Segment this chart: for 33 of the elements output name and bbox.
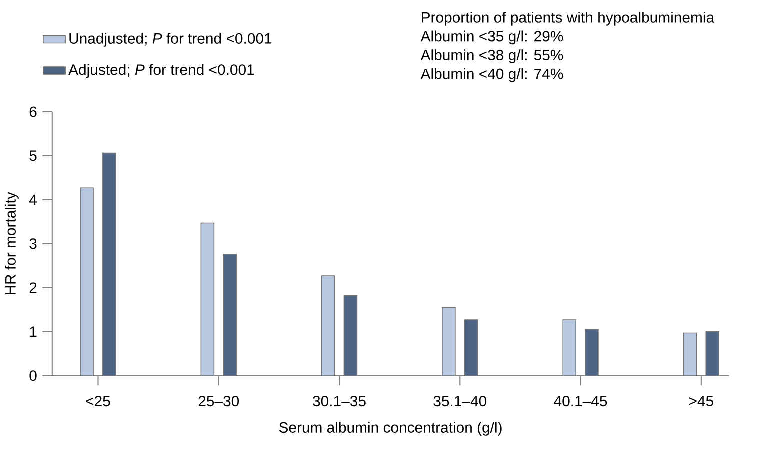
y-tick-label: 1	[30, 326, 37, 338]
bar	[200, 222, 215, 376]
bar	[102, 153, 116, 376]
y-tick-label: 2	[30, 282, 37, 294]
bar	[344, 296, 358, 376]
legend-label: Unadjusted; P for trend <0.001	[70, 33, 272, 48]
y-tick-label: 4	[29, 194, 37, 206]
text: Albumin <40 g/l: 74%	[420, 68, 564, 82]
y-tick-label: 5	[30, 150, 37, 162]
x-tick-label: 40.1–45	[554, 396, 608, 407]
text: Proportion of patients with hypoalbuminemia	[422, 12, 715, 26]
bar	[562, 320, 576, 376]
bar	[442, 307, 456, 376]
bar	[321, 276, 336, 376]
y-axis-title: HR for mortality	[4, 192, 19, 295]
bar	[585, 329, 599, 376]
text: Albumin <38 g/l: 55%	[420, 50, 564, 64]
bar	[683, 332, 698, 376]
legend-label: Adjusted; P for trend <0.001	[68, 64, 254, 78]
bar	[223, 254, 237, 376]
x-tick-label: >45	[689, 396, 714, 407]
x-tick-label: 25–30	[198, 396, 240, 407]
x-tick-label: 35.1–40	[434, 396, 487, 407]
x-axis-title: Serum albumin concentration (g/l)	[279, 422, 502, 436]
x-tick-label: 30.1–35	[313, 396, 366, 407]
y-tick-label: 6	[30, 106, 37, 118]
bar	[80, 188, 94, 376]
bar	[706, 332, 720, 376]
bar	[464, 320, 478, 376]
y-tick-label: 3	[30, 238, 37, 250]
y-tick-label: 0	[30, 370, 37, 382]
text: Albumin <35 g/l: 29%	[420, 30, 564, 45]
x-tick-label: <25	[86, 396, 110, 407]
